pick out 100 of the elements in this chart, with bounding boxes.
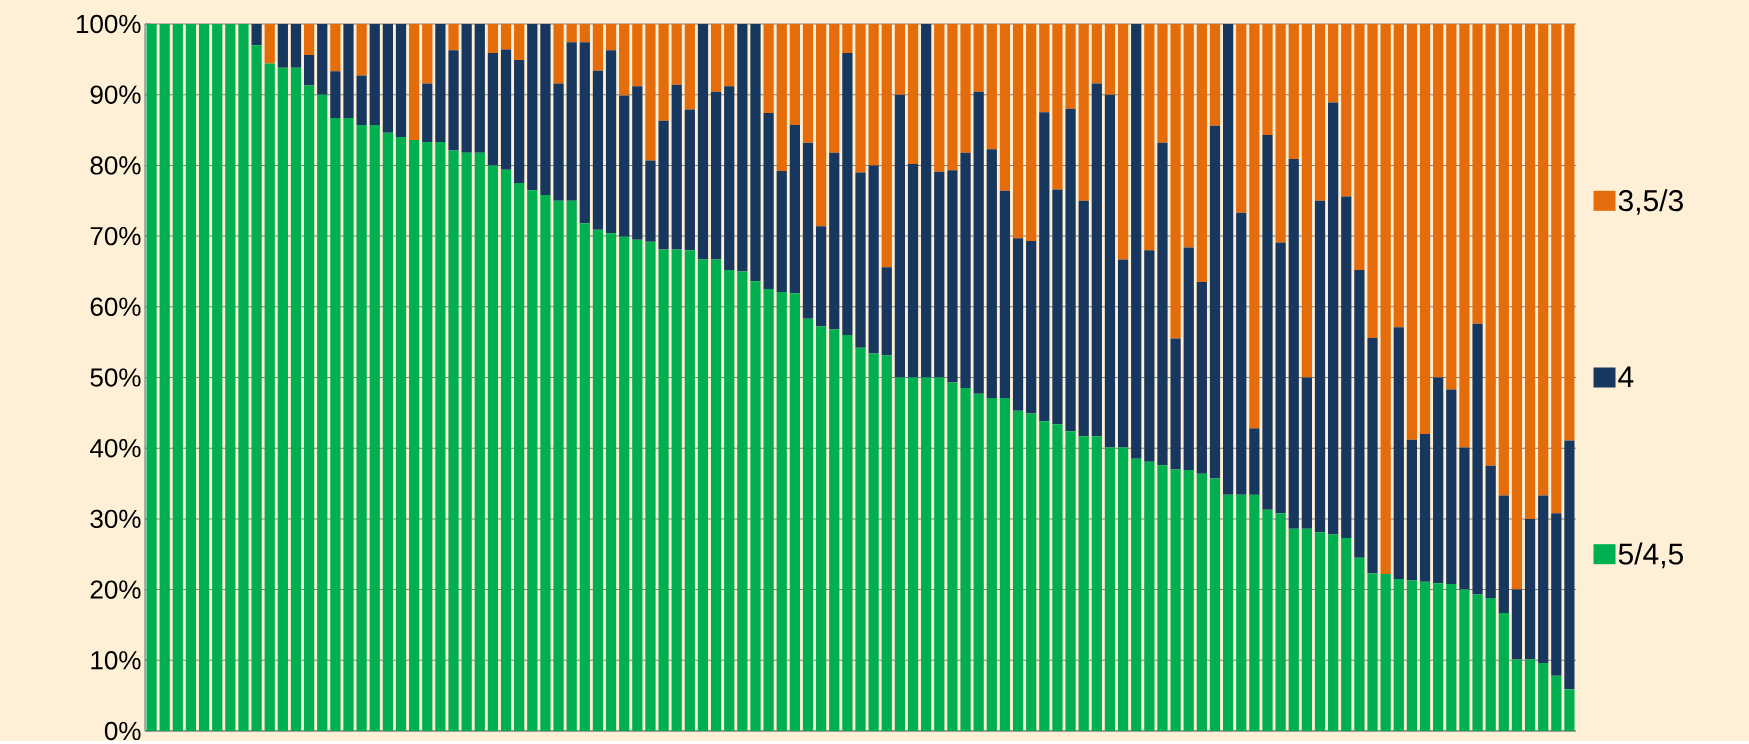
bar <box>500 49 512 170</box>
bar <box>1446 24 1457 390</box>
bar <box>1065 431 1076 732</box>
bar <box>303 55 315 86</box>
bar <box>750 24 761 282</box>
bar <box>1209 24 1221 127</box>
bar <box>1288 24 1299 160</box>
bar <box>553 24 564 84</box>
bar <box>973 393 984 732</box>
bar <box>658 121 669 250</box>
bar <box>816 226 827 327</box>
bar <box>881 267 892 356</box>
bar <box>1367 573 1378 732</box>
bar <box>317 94 328 732</box>
bar <box>1249 24 1260 429</box>
bar <box>1262 24 1273 136</box>
bar <box>1065 24 1076 110</box>
bar <box>1183 24 1194 248</box>
bar <box>816 24 827 227</box>
bar <box>1538 663 1549 732</box>
bar <box>579 42 590 224</box>
bar <box>448 50 459 151</box>
bar <box>1551 676 1562 732</box>
bar <box>999 24 1011 192</box>
bar <box>1301 24 1312 378</box>
bar <box>356 125 367 732</box>
bar <box>960 152 971 389</box>
bar <box>724 24 735 87</box>
bar <box>1393 579 1404 732</box>
bar <box>251 45 262 732</box>
bar <box>934 377 945 732</box>
bar <box>619 237 630 732</box>
bar <box>921 377 932 732</box>
bar <box>1249 428 1260 496</box>
bar <box>343 24 354 119</box>
bar <box>1354 558 1365 732</box>
bar <box>1039 24 1050 113</box>
bar <box>1564 689 1575 732</box>
bar <box>435 142 446 732</box>
bar <box>1209 126 1221 479</box>
bar <box>500 169 512 732</box>
bar <box>1328 102 1339 535</box>
bar <box>645 24 656 161</box>
bar <box>671 24 682 86</box>
bar <box>750 281 761 732</box>
bar <box>1367 338 1378 574</box>
bar <box>605 233 617 732</box>
bar <box>632 24 643 87</box>
bar <box>986 149 997 399</box>
bar <box>986 24 997 150</box>
bar <box>303 24 315 56</box>
bar <box>514 24 525 61</box>
bar <box>960 24 971 153</box>
bar <box>619 95 630 238</box>
bar <box>474 24 485 153</box>
bar <box>1078 200 1089 437</box>
bar <box>277 24 288 69</box>
bar <box>645 241 656 732</box>
bar <box>487 53 499 166</box>
y-tick-label: 100% <box>76 15 141 34</box>
bar <box>1538 495 1549 664</box>
bar <box>776 171 787 293</box>
bar <box>947 24 958 171</box>
bar <box>619 24 630 96</box>
bar <box>1498 613 1509 732</box>
bar <box>514 60 525 184</box>
bar <box>829 329 840 732</box>
bar <box>816 326 827 732</box>
bar <box>1222 24 1234 496</box>
bar <box>605 24 617 51</box>
bar <box>1406 24 1418 440</box>
bar <box>1459 24 1470 448</box>
bar <box>251 24 262 46</box>
bar <box>1236 213 1247 496</box>
bar <box>198 24 210 732</box>
legend-label: 4 <box>1618 366 1634 388</box>
bar <box>658 249 669 732</box>
bar <box>1564 440 1575 690</box>
bar <box>1104 94 1116 448</box>
y-tick-label: 70% <box>90 227 141 246</box>
bar <box>1117 24 1129 260</box>
bar <box>1551 24 1562 514</box>
bar <box>1157 24 1168 143</box>
bar <box>710 92 722 260</box>
bar <box>973 24 984 93</box>
bar <box>1039 112 1050 422</box>
bar <box>1262 509 1273 732</box>
bar <box>763 24 774 114</box>
bar <box>1026 24 1037 242</box>
bar <box>1131 24 1142 460</box>
bar <box>1196 473 1207 732</box>
bar <box>435 24 446 143</box>
bar <box>1249 495 1260 732</box>
bar <box>697 24 709 260</box>
bar <box>868 24 879 166</box>
bar <box>1538 24 1549 496</box>
bar <box>500 24 512 50</box>
bar <box>1419 434 1431 583</box>
bar <box>789 125 800 294</box>
bar <box>1433 583 1444 732</box>
